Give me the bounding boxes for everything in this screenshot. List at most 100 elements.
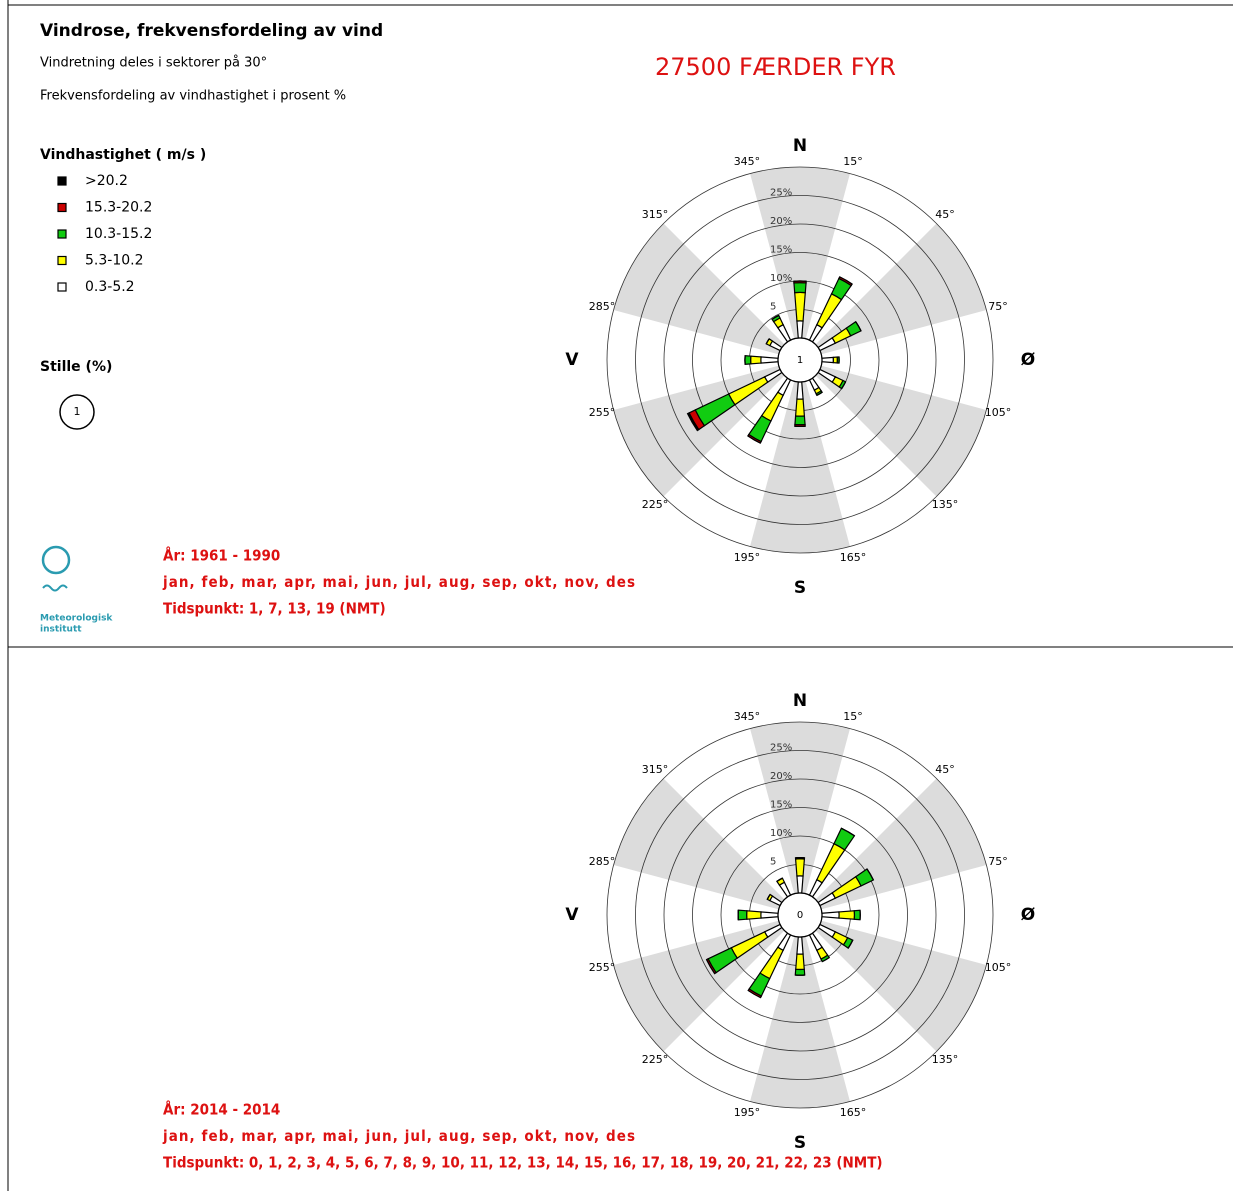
grid-ring (635, 195, 965, 525)
direction-label: S (794, 1133, 806, 1153)
sector-label: 285° (589, 300, 616, 313)
r-tick-label: 15% (770, 800, 792, 811)
wind-segment (793, 282, 807, 294)
outer-ring (606, 166, 994, 554)
r-tick-label: 10% (770, 273, 792, 284)
sector-label: 45° (935, 763, 955, 776)
direction-label: N (793, 136, 807, 156)
wind-segment (866, 868, 874, 881)
legend-label: 0.3-5.2 (85, 279, 135, 295)
legend-label: 5.3-10.2 (85, 253, 144, 269)
sector-label: 315° (642, 763, 669, 776)
logo-text: Meteorologisk (40, 614, 113, 624)
r-tick-label: 20% (770, 771, 792, 782)
sector-label: 165° (840, 1106, 867, 1119)
wind-segment (838, 910, 856, 920)
sector-label: 75° (988, 855, 1008, 868)
wind-segment (794, 968, 806, 976)
footer-text: Tidspunkt: 1, 7, 13, 19 (NMT) (163, 600, 386, 618)
r-tick-label: 5 (770, 857, 776, 868)
sector-label: 105° (985, 961, 1012, 974)
calm-legend-circle (59, 394, 95, 430)
sector-label: 195° (734, 1106, 761, 1119)
sector-label: 135° (932, 498, 959, 511)
logo-text: institutt (40, 625, 82, 635)
wind-segment (766, 894, 771, 900)
sector-label: 105° (985, 406, 1012, 419)
wind-segment (794, 858, 806, 877)
grid-ring (635, 750, 965, 1080)
shaded-sector (800, 360, 987, 497)
wind-segment (795, 953, 805, 971)
sector-label: 345° (734, 710, 761, 723)
calm-value: 0 (797, 910, 803, 921)
station: 27500 FÆRDER FYR (655, 53, 896, 81)
footer-text: jan, feb, mar, apr, mai, jun, jul, aug, … (162, 1127, 635, 1145)
legend-swatch (57, 282, 67, 292)
subtitle: Frekvensfordeling av vindhastighet i pro… (40, 89, 346, 104)
wind-segment (847, 939, 854, 949)
calm-circle (777, 337, 823, 383)
shaded-sector (800, 915, 987, 1052)
logo-wave (42, 584, 68, 592)
wind-segment (796, 320, 804, 339)
footer-text: Tidspunkt: 0, 1, 2, 3, 4, 5, 6, 7, 8, 9,… (163, 1154, 883, 1172)
r-tick-label: 25% (770, 743, 792, 754)
shaded-sector (613, 915, 800, 1052)
legend-swatch (57, 255, 67, 266)
wind-segment (794, 398, 806, 417)
r-tick-label: 15% (770, 245, 792, 256)
wind-segment (794, 415, 806, 426)
shaded-sector (800, 778, 987, 915)
direction-label: Ø (1021, 905, 1035, 925)
footer-text: jan, feb, mar, apr, mai, jun, jul, aug, … (162, 573, 635, 591)
legend-label: 15.3-20.2 (85, 200, 152, 216)
r-tick-label: 5 (770, 302, 776, 313)
wind-segment (816, 391, 823, 396)
legend-label: 10.3-15.2 (85, 226, 152, 242)
grid-ring (663, 223, 937, 497)
sector-label: 255° (589, 961, 616, 974)
outer-ring (606, 721, 994, 1109)
calm-value: 1 (797, 355, 803, 366)
r-tick-label: 20% (770, 216, 792, 227)
shaded-sector (750, 915, 850, 1108)
wind-segment (821, 957, 830, 963)
grid-ring (720, 835, 880, 995)
wind-segment (796, 936, 804, 955)
footer-text: År: 1961 - 1990 (163, 546, 280, 565)
sector-label: 45° (935, 208, 955, 221)
sector-label: 315° (642, 208, 669, 221)
wind-segment (686, 412, 700, 432)
shaded-sector (750, 722, 850, 915)
r-tick-label: 25% (770, 188, 792, 199)
shaded-sector (613, 778, 800, 915)
legend-label: >20.2 (85, 173, 128, 189)
calm-legend-value: 1 (74, 405, 81, 418)
wind-segment (794, 291, 806, 322)
legend-swatch (57, 176, 67, 186)
wind-segment (853, 909, 861, 921)
sector-label: 225° (642, 1053, 669, 1066)
sector-label: 255° (589, 406, 616, 419)
sector-label: 75° (988, 300, 1008, 313)
legend-title: Vindhastighet ( m/s ) (40, 147, 206, 163)
shaded-sector (613, 223, 800, 360)
wind-segment (746, 910, 762, 920)
direction-label: V (565, 350, 579, 370)
sector-label: 165° (840, 551, 867, 564)
wind-segment (796, 381, 804, 400)
sector-label: 15° (843, 710, 863, 723)
calm-label: Stille (%) (40, 359, 112, 375)
direction-label: S (794, 578, 806, 598)
subtitle: Vindretning deles i sektorer på 30° (40, 56, 267, 71)
shaded-sector (613, 360, 800, 497)
wind-segment (744, 355, 752, 365)
wind-segment (760, 911, 779, 919)
logo-icon (41, 545, 71, 575)
direction-label: N (793, 691, 807, 711)
grid-ring (663, 778, 937, 1052)
sector-label: 345° (734, 155, 761, 168)
